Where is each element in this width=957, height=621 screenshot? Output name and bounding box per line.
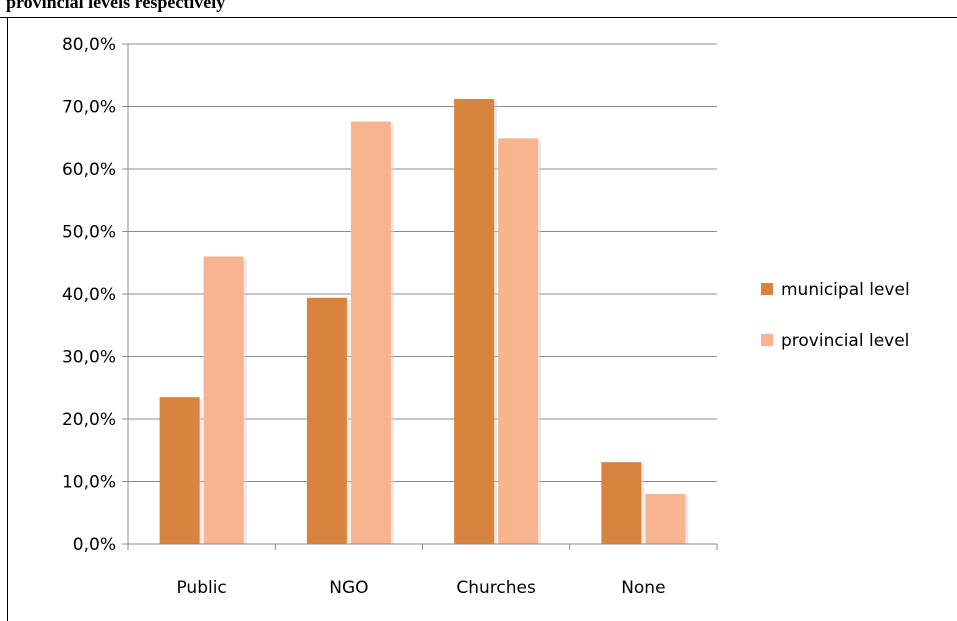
legend-label: municipal level (781, 280, 910, 300)
bar (350, 121, 391, 544)
y-tick-label: 0,0% (73, 535, 116, 555)
legend-swatch (761, 283, 773, 295)
x-tick-label: NGO (329, 578, 368, 598)
legend: municipal level provincial level (761, 280, 910, 351)
x-tick-label: Churches (456, 578, 536, 598)
bar (601, 462, 642, 544)
bar (454, 99, 495, 544)
y-tick-label: 60,0% (62, 160, 116, 180)
bar (498, 138, 539, 544)
y-tick-label: 20,0% (62, 410, 116, 430)
bar (203, 256, 244, 544)
bar-chart: 0,0% 10,0% 20,0% 30,0% 40,0% 50,0% 60,0% 70,0% 8… (62, 35, 910, 598)
left-border (7, 17, 8, 621)
x-tick-label: Public (176, 578, 226, 598)
y-tick-label: 40,0% (62, 285, 116, 305)
figure-caption: provincial levels respectively (6, 0, 226, 12)
chart-area: 0,0% 10,0% 20,0% 30,0% 40,0% 50,0% 60,0% 70,0% 8… (9, 19, 955, 621)
legend-label: provincial level (781, 331, 909, 351)
x-tick-label: None (621, 578, 665, 598)
y-tick-label: 50,0% (62, 223, 116, 243)
bar (159, 397, 200, 544)
bar (645, 494, 686, 544)
bar (306, 297, 347, 544)
bars (159, 99, 689, 544)
y-tick-label: 80,0% (62, 35, 116, 55)
x-axis: Public NGO Churches None (127, 543, 718, 598)
y-tick-label: 30,0% (62, 348, 116, 368)
top-border (0, 17, 957, 18)
y-axis: 0,0% 10,0% 20,0% 30,0% 40,0% 50,0% 60,0% 70,0% 8… (62, 35, 129, 555)
y-tick-label: 10,0% (62, 473, 116, 493)
y-tick-label: 70,0% (62, 98, 116, 118)
legend-swatch (761, 334, 773, 346)
